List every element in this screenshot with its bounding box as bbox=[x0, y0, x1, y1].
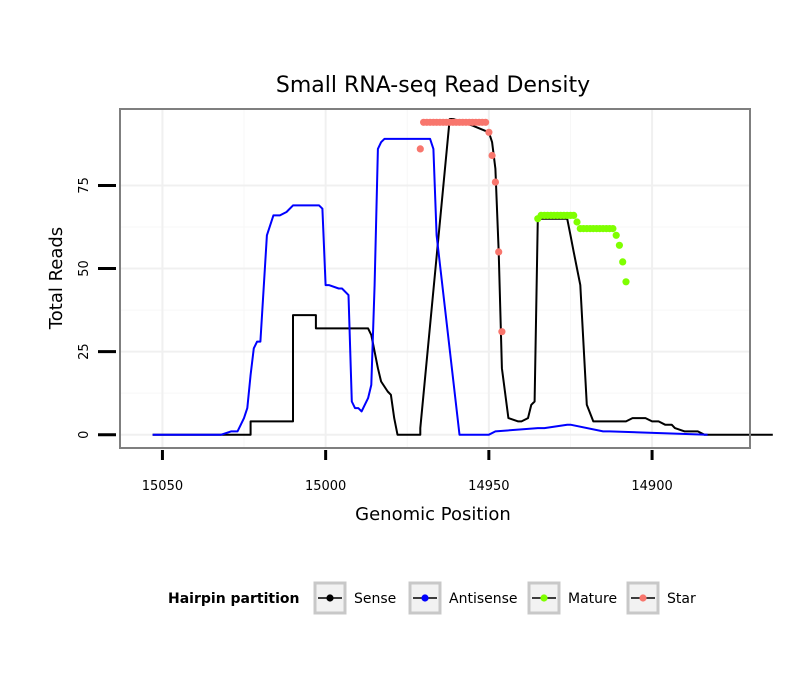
data-point-mature bbox=[570, 211, 578, 219]
data-point-star bbox=[482, 118, 490, 126]
series-line-antisense bbox=[152, 137, 708, 436]
point-layer bbox=[416, 118, 630, 336]
y-tick-label: 50 bbox=[77, 260, 92, 277]
legend-label-antisense: Antisense bbox=[449, 591, 518, 607]
x-axis: 15050 15000 14950 14900 bbox=[142, 450, 673, 494]
legend-key-point-star bbox=[639, 594, 647, 602]
x-axis-title: Genomic Position bbox=[355, 504, 511, 525]
data-point-star bbox=[491, 178, 499, 186]
x-tick-label: 15050 bbox=[142, 479, 183, 494]
y-tick-label: 0 bbox=[77, 431, 92, 439]
y-tick-label: 75 bbox=[77, 177, 92, 194]
chart-title: Small RNA-seq Read Density bbox=[276, 73, 590, 98]
data-point-star bbox=[488, 151, 496, 160]
y-tick-label: 25 bbox=[77, 343, 92, 360]
data-point-mature bbox=[573, 218, 581, 226]
legend-title: Hairpin partition bbox=[168, 591, 299, 607]
legend: Hairpin partition Sense Antisense Mature St… bbox=[168, 581, 696, 615]
data-point-star bbox=[485, 128, 493, 136]
y-axis: 0 25 50 75 bbox=[77, 177, 116, 439]
x-tick-label: 14900 bbox=[631, 479, 672, 494]
legend-key-point-mature bbox=[540, 594, 548, 602]
data-point-star bbox=[416, 145, 424, 153]
data-point-mature bbox=[609, 225, 617, 233]
data-point-star bbox=[495, 248, 503, 256]
legend-label-star: Star bbox=[667, 591, 696, 607]
data-point-mature bbox=[615, 241, 624, 249]
plot-panel-border bbox=[119, 108, 751, 449]
x-tick-label: 14950 bbox=[468, 479, 509, 494]
data-point-mature bbox=[619, 258, 627, 266]
series-layer bbox=[152, 118, 773, 436]
legend-label-sense: Sense bbox=[354, 591, 396, 607]
legend-key-point-antisense bbox=[421, 594, 429, 602]
data-point-mature bbox=[622, 278, 630, 286]
y-axis-title: Total Reads bbox=[46, 227, 67, 330]
legend-label-mature: Mature bbox=[568, 591, 617, 607]
x-tick-label: 15000 bbox=[305, 479, 346, 494]
series-line-sense bbox=[152, 118, 773, 436]
data-point-mature bbox=[612, 231, 620, 239]
data-point-star bbox=[498, 328, 506, 336]
legend-key-point-sense bbox=[326, 594, 334, 602]
